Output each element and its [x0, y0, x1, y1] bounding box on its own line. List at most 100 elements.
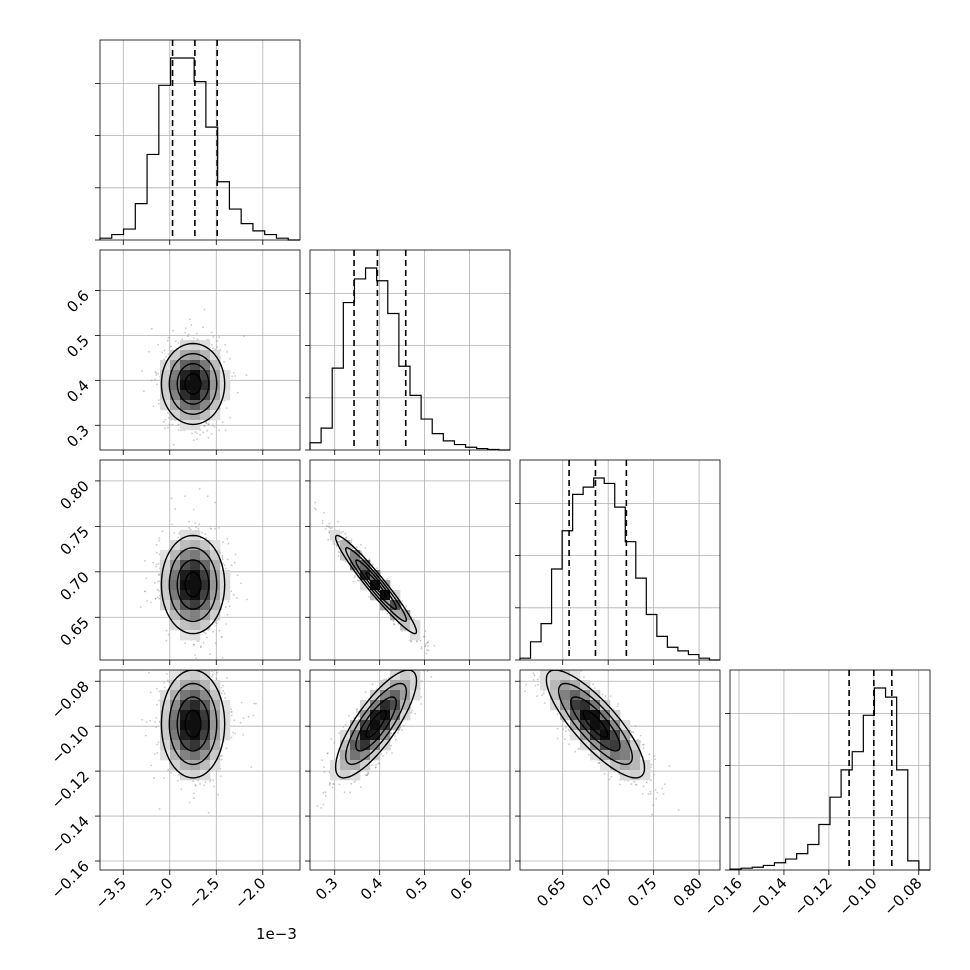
sample-point	[157, 580, 159, 583]
density-bin	[380, 680, 391, 691]
density-bin	[370, 700, 381, 711]
sample-point	[177, 779, 179, 782]
sample-point	[163, 777, 165, 779]
sample-point	[323, 511, 325, 514]
density-bin	[160, 370, 171, 381]
panel-content	[316, 670, 433, 809]
sample-point	[195, 657, 198, 659]
density-bin	[180, 710, 191, 721]
sample-point	[536, 678, 539, 681]
sample-point	[229, 416, 231, 419]
sample-point	[195, 665, 197, 667]
density-bin	[200, 720, 211, 731]
sample-point	[192, 337, 195, 339]
contour-line	[168, 352, 218, 416]
density-bin	[580, 730, 591, 741]
sample-point	[194, 431, 197, 433]
density-bin	[360, 720, 371, 731]
sample-point	[145, 577, 148, 580]
sample-point	[192, 668, 194, 670]
density-bin	[200, 620, 211, 631]
sample-point	[155, 372, 158, 374]
sample-point	[633, 780, 636, 783]
sample-point	[170, 666, 172, 668]
density-bin	[160, 570, 171, 581]
density-bin	[180, 370, 191, 381]
sample-point	[583, 676, 585, 679]
sample-point	[424, 630, 427, 632]
density-bin	[210, 720, 221, 731]
x-tick-label: 0.3	[312, 874, 342, 904]
density-bin	[190, 740, 201, 751]
sample-point	[205, 537, 208, 539]
sample-point	[313, 507, 316, 510]
density-bin	[160, 590, 171, 601]
sample-point	[642, 743, 645, 746]
sample-point	[533, 665, 535, 667]
sample-point	[217, 793, 220, 796]
scatter-panel	[305, 459, 511, 665]
sample-point	[233, 719, 236, 722]
sample-point	[214, 621, 216, 624]
sample-point	[354, 575, 356, 577]
sample-point	[642, 747, 645, 749]
density-bin	[610, 710, 621, 721]
density-bin	[600, 700, 611, 711]
sample-point	[541, 694, 544, 697]
sample-point	[609, 695, 612, 698]
y-tick-label: −0.14	[48, 812, 93, 857]
corner-panels: −0.16 −0.14 −0.12 −0.10 −0.080.30.40.50.60.6…	[48, 39, 931, 919]
density-bin	[350, 730, 361, 741]
density-bin	[360, 740, 371, 751]
sample-point	[207, 423, 210, 426]
sample-point	[378, 763, 381, 765]
sample-point	[198, 488, 201, 490]
density-bin	[160, 600, 171, 611]
panel-frame	[309, 459, 511, 661]
sample-point	[532, 679, 535, 681]
sample-point	[349, 546, 352, 549]
sample-point	[536, 695, 538, 698]
density-bin	[200, 600, 211, 611]
sample-point	[167, 339, 169, 342]
contour-line	[176, 362, 210, 405]
sample-point	[253, 702, 256, 705]
sample-point	[213, 785, 216, 788]
sample-point	[161, 351, 164, 354]
sample-point	[206, 636, 208, 639]
sample-point	[358, 715, 361, 718]
sample-point	[141, 718, 144, 721]
density-bin	[170, 730, 181, 741]
sample-point	[216, 340, 219, 342]
sample-point	[401, 630, 403, 632]
sample-point	[155, 566, 157, 568]
sample-point	[163, 681, 165, 684]
sample-point	[188, 527, 191, 529]
sample-point	[204, 781, 207, 783]
density-bin	[180, 740, 191, 751]
density-bin	[200, 670, 211, 681]
density-bin	[200, 680, 211, 691]
scatter-panel: 0.3 0.4 0.5 0.6	[305, 669, 511, 904]
sample-point	[163, 349, 166, 352]
sample-point	[617, 703, 620, 705]
density-bin	[200, 550, 211, 561]
sample-point	[410, 640, 412, 643]
density-bin	[630, 740, 641, 751]
sample-point	[174, 661, 176, 663]
contour-line	[545, 670, 646, 779]
sample-point	[401, 600, 404, 602]
density-bin	[200, 610, 211, 621]
sample-point	[564, 738, 566, 741]
sample-point	[328, 526, 331, 529]
x-tick-label: −0.16	[701, 874, 746, 919]
sample-point	[144, 590, 147, 593]
sample-point	[255, 702, 257, 705]
sample-point	[218, 527, 220, 529]
density-bin	[160, 560, 171, 571]
sample-point	[359, 543, 362, 546]
sample-point	[154, 378, 156, 381]
density-bin	[220, 730, 231, 741]
density-bin	[180, 390, 191, 401]
sample-point	[402, 724, 405, 727]
